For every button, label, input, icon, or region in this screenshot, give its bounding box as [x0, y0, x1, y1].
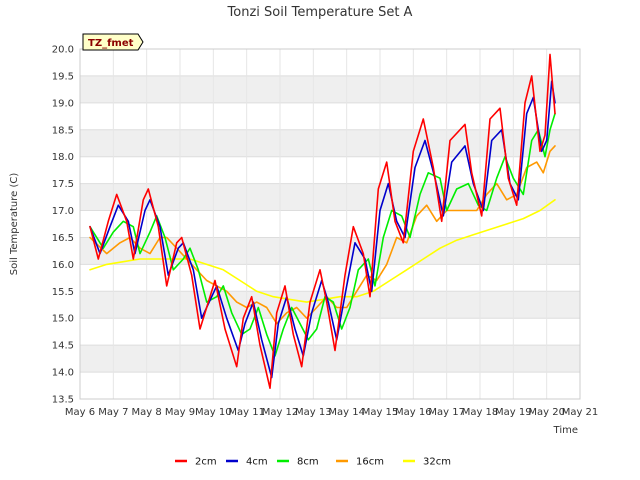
legend: 2cm 4cm 8cm 16cm 32cm [175, 457, 451, 468]
background-band [80, 102, 580, 130]
x-tick-label: May 15 [362, 407, 399, 418]
y-tick-label: 19.0 [52, 98, 74, 109]
series-line-16cm [89, 145, 556, 325]
series-lines [89, 53, 556, 390]
background-band [80, 372, 580, 399]
x-tick-label: May 11 [228, 407, 265, 418]
y-tick-label: 16.5 [52, 233, 74, 244]
x-tick-label: May 17 [428, 407, 465, 418]
tz-fmet-badge: TZ_fmet [82, 33, 144, 51]
x-tick-label: May 7 [98, 407, 128, 418]
y-tick-label: 17.0 [52, 206, 74, 217]
background-band [80, 291, 580, 319]
background-band [80, 156, 580, 184]
y-axis-ticks: 13.5 14.0 14.5 15.0 15.5 16.0 16.5 17.0 17.5 18.0… [52, 45, 74, 406]
x-tick-label: May 13 [295, 407, 332, 418]
y-tick-label: 18.5 [52, 125, 74, 136]
y-tick-label: 17.5 [52, 179, 74, 190]
y-tick-label: 18.0 [52, 152, 74, 163]
y-tick-label: 14.5 [52, 341, 74, 352]
y-tick-label: 15.5 [52, 287, 74, 298]
background-band [80, 183, 580, 211]
x-tick-label: May 21 [562, 407, 599, 418]
plot-background-bands [80, 49, 580, 399]
plot-frame [79, 48, 581, 400]
x-tick-label: May 8 [132, 407, 162, 418]
y-tick-label: 13.5 [52, 395, 74, 406]
x-tick-label: May 6 [65, 407, 95, 418]
y-axis-label: Soil Temperature (C) [9, 173, 20, 276]
legend-label-2cm: 2cm [195, 457, 217, 468]
x-tick-label: May 16 [395, 407, 432, 418]
y-tick-label: 16.0 [52, 260, 74, 271]
background-band [80, 345, 580, 373]
legend-label-4cm: 4cm [246, 457, 268, 468]
background-band [80, 75, 580, 103]
badge-label: TZ_fmet [88, 38, 134, 49]
x-tick-label: May 12 [262, 407, 299, 418]
y-tick-label: 14.0 [52, 368, 74, 379]
background-band [80, 49, 580, 76]
legend-label-8cm: 8cm [297, 457, 319, 468]
legend-label-32cm: 32cm [423, 457, 451, 468]
legend-label-16cm: 16cm [356, 457, 384, 468]
x-tick-label: May 10 [195, 407, 232, 418]
y-tick-label: 19.5 [52, 71, 74, 82]
x-tick-label: May 19 [495, 407, 532, 418]
x-tick-label: May 20 [528, 407, 565, 418]
x-tick-label: May 18 [462, 407, 499, 418]
series-line-2cm [89, 53, 556, 390]
y-tick-label: 20.0 [52, 45, 74, 56]
background-band [80, 264, 580, 292]
x-axis-label: Time [553, 425, 578, 436]
background-band [80, 237, 580, 265]
chart-title: Tonzi Soil Temperature Set A [227, 5, 413, 20]
x-tick-label: May 9 [165, 407, 195, 418]
x-tick-label: May 14 [328, 407, 365, 418]
y-tick-label: 15.0 [52, 314, 74, 325]
